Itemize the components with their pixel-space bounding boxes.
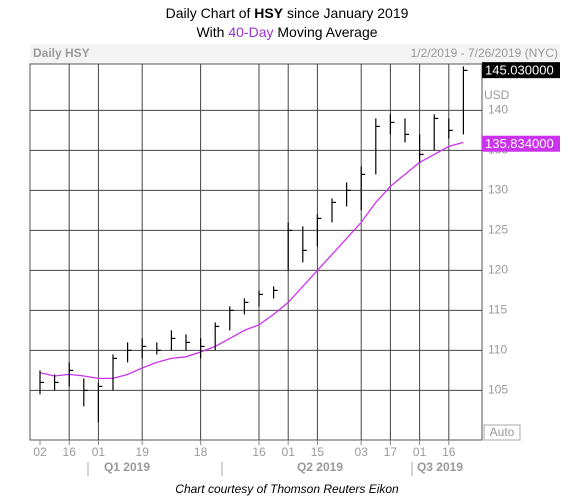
period-label: Q2 2019 [297, 460, 343, 474]
x-tick-label: 03 [355, 445, 369, 459]
ma-last-box [482, 135, 560, 152]
y-tick-label: 130 [488, 183, 508, 197]
x-tick-label: 19 [136, 445, 150, 459]
ma-last-label: 135.834000 [485, 136, 554, 151]
y-tick-label: 140 [488, 103, 508, 117]
auto-label: Auto [490, 425, 515, 439]
header-right: 1/2/2019 - 7/26/2019 (NYC) [411, 46, 558, 60]
header-bar [30, 44, 560, 64]
x-tick-label: 16 [63, 445, 77, 459]
x-tick-label: 01 [92, 445, 106, 459]
y-tick-label: 110 [488, 343, 507, 357]
last-price-box [482, 62, 560, 79]
subtitle-part: Moving Average [274, 24, 378, 40]
y-tick-label: 125 [488, 223, 508, 237]
title-part: since January 2019 [283, 5, 409, 21]
y-tick-label: 105 [488, 383, 508, 397]
title-part: Daily Chart of [166, 5, 255, 21]
plot-frame [29, 63, 483, 441]
x-tick-label: 01 [413, 445, 427, 459]
x-tick-label: 16 [252, 445, 266, 459]
subtitle-part: With [196, 24, 228, 40]
title-part: HSY [254, 5, 283, 21]
x-tick-label: 15 [311, 445, 325, 459]
last-price-label: 145.030000 [485, 63, 554, 78]
chart-title: Daily Chart of HSY since January 2019 [166, 5, 409, 21]
subtitle-part: 40-Day [228, 24, 273, 40]
y-tick-label: 120 [488, 263, 508, 277]
moving-average-line [39, 141, 464, 380]
x-tick-label: 02 [33, 445, 47, 459]
x-tick-label: 17 [384, 445, 398, 459]
x-tick-label: 18 [194, 445, 208, 459]
y-tick-label: 115 [488, 303, 507, 317]
chart-subtitle: With 40-Day Moving Average [196, 24, 377, 40]
period-label: Q3 2019 [417, 460, 463, 474]
x-tick-label: 01 [282, 445, 296, 459]
auto-button[interactable] [483, 424, 521, 441]
currency: USD [484, 88, 510, 102]
header-left: Daily HSY [33, 46, 90, 60]
period-label: Q1 2019 [104, 460, 150, 474]
footer: Chart courtesy of Thomson Reuters Eikon [175, 482, 399, 496]
x-tick-label: 16 [442, 445, 456, 459]
